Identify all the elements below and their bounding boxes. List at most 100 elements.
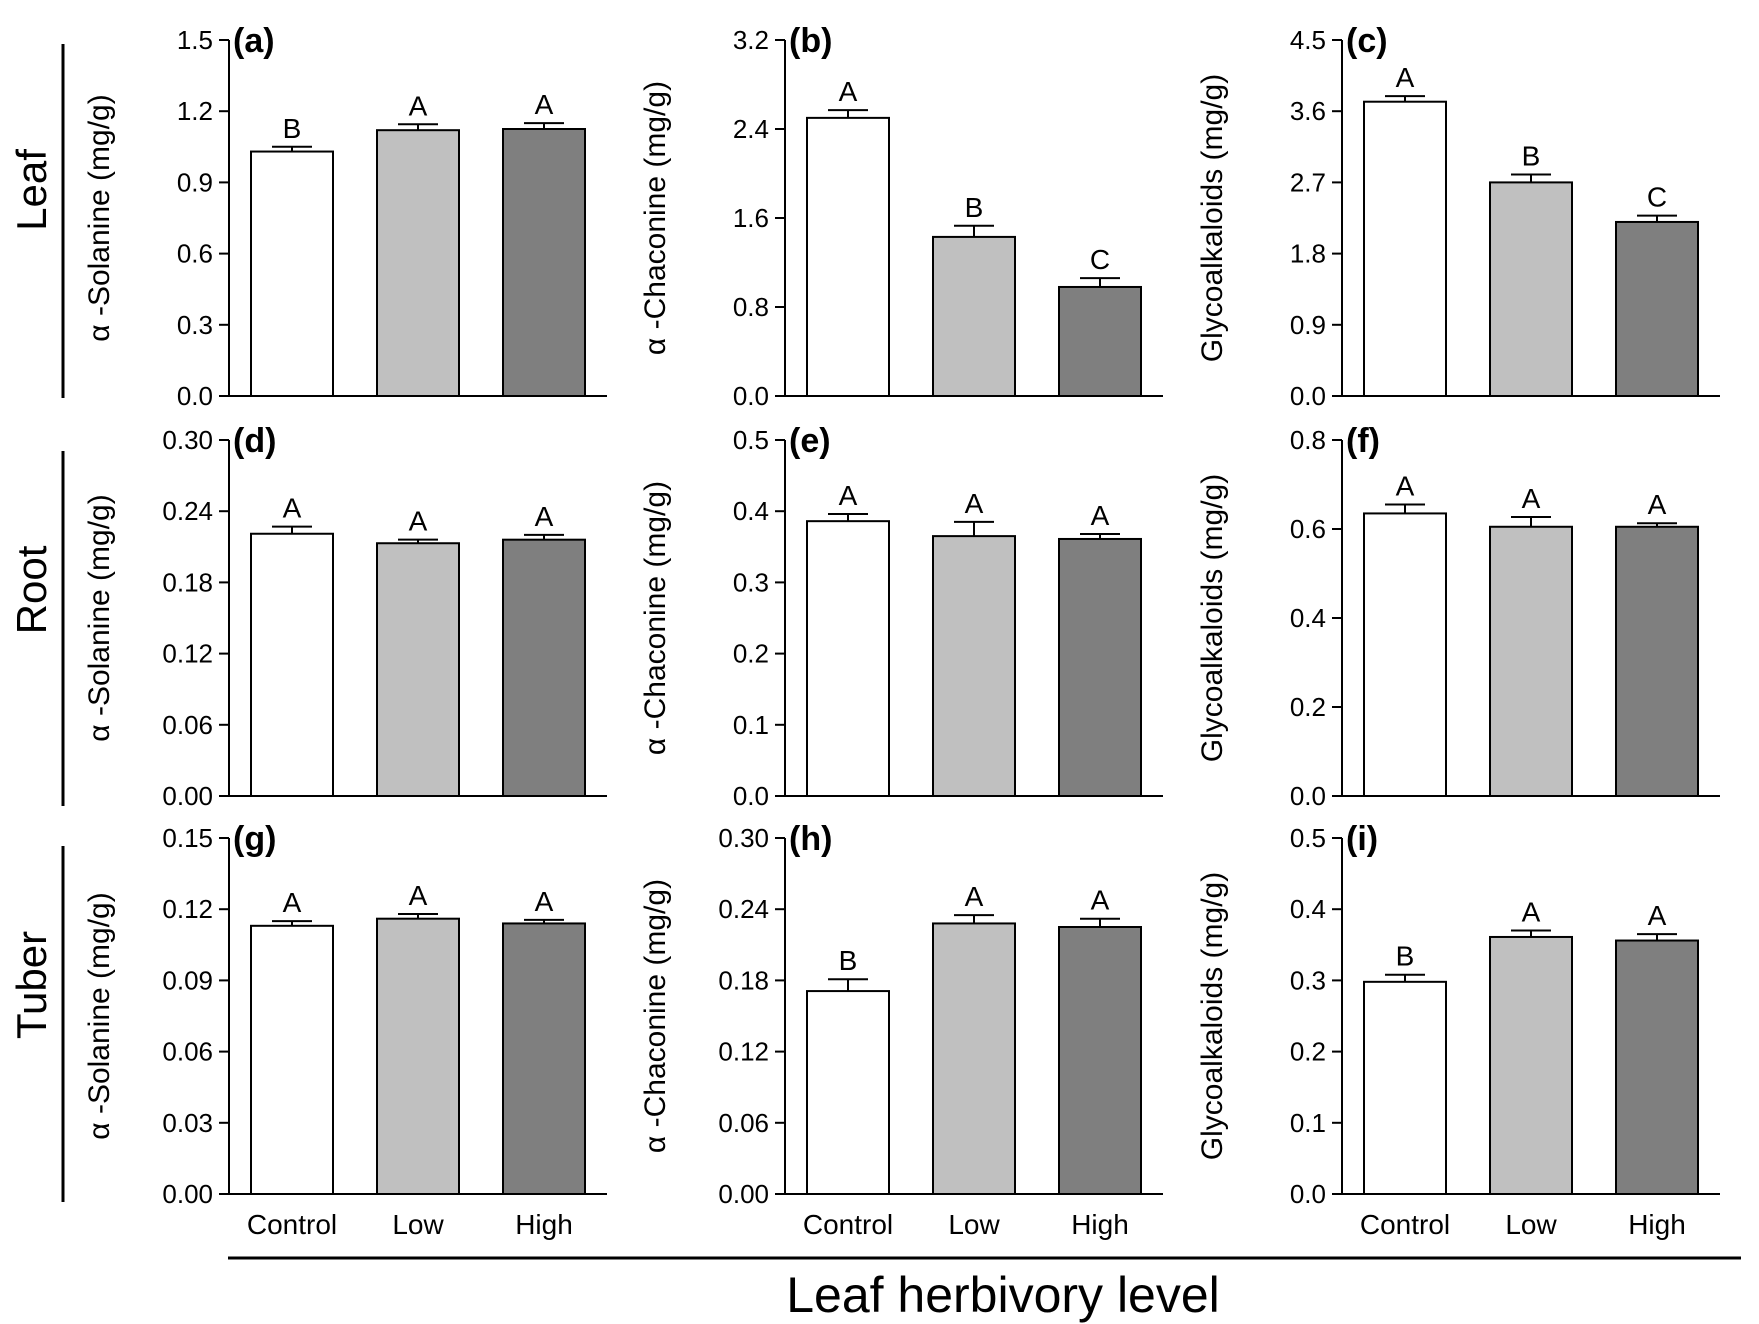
y-axis-title: α -Solanine (mg/g) <box>83 94 116 341</box>
y-tick-label: 0.30 <box>162 425 213 455</box>
y-axis-title: Glycoalkaloids (mg/g) <box>1196 74 1229 362</box>
bar-low <box>932 235 1016 397</box>
bar-high <box>1058 537 1142 798</box>
y-tick-label: 0.24 <box>718 894 769 924</box>
significance-label: A <box>839 76 858 107</box>
panel-f: 0.0 0.2 0.4 0.6 0.8 Glycoalkaloids (mg/g) (f) A… <box>1196 422 1720 811</box>
panel-label: (b) <box>789 22 832 60</box>
y-tick-label: 1.8 <box>1290 239 1326 269</box>
bar-low <box>1489 181 1573 397</box>
x-category-label: Low <box>948 1209 1000 1240</box>
bar-control <box>806 520 890 798</box>
row-label-tuber: Tuber <box>8 931 55 1039</box>
bar-low <box>1489 525 1573 798</box>
bar-high <box>502 538 586 797</box>
y-tick-label: 0.12 <box>162 639 213 669</box>
y-tick-label: 0.5 <box>1290 823 1326 853</box>
y-tick-label: 0.9 <box>177 167 213 197</box>
y-tick-label: 0.0 <box>733 781 769 811</box>
significance-label: B <box>1522 140 1541 171</box>
significance-label: A <box>409 506 428 537</box>
y-tick-label: 2.4 <box>733 114 769 144</box>
bar-low <box>1489 935 1573 1196</box>
bar-control <box>250 924 334 1196</box>
bar-control <box>806 990 890 1196</box>
panel-label: (f) <box>1346 422 1380 460</box>
bar-low <box>932 535 1016 797</box>
x-category-label: Low <box>392 1209 444 1240</box>
x-category-label: Low <box>1505 1209 1557 1240</box>
significance-label: B <box>283 113 302 144</box>
y-tick-label: 0.4 <box>1290 894 1326 924</box>
y-tick-label: 0.00 <box>162 1179 213 1209</box>
y-axis-title: α -Solanine (mg/g) <box>83 494 116 741</box>
bar-low <box>376 129 460 397</box>
y-axis-title: α -Chaconine (mg/g) <box>639 879 672 1153</box>
y-tick-label: 0.9 <box>1290 310 1326 340</box>
significance-label: A <box>1396 62 1415 93</box>
significance-label: A <box>283 493 302 524</box>
significance-label: B <box>1396 941 1415 972</box>
bar-high <box>1615 220 1699 397</box>
y-tick-label: 0.2 <box>1290 1037 1326 1067</box>
panel-label: (e) <box>789 422 831 460</box>
panel-label: (c) <box>1346 22 1388 60</box>
y-tick-label: 1.6 <box>733 203 769 233</box>
bar-control <box>250 150 334 397</box>
significance-label: A <box>409 880 428 911</box>
bar-control <box>1363 980 1447 1195</box>
significance-label: A <box>535 89 554 120</box>
panel-b: 0.0 0.8 1.6 2.4 3.2 α -Chaconine (mg/g) (b)A B C <box>639 22 1163 411</box>
y-tick-label: 0.3 <box>1290 965 1326 995</box>
y-tick-label: 0.3 <box>177 310 213 340</box>
significance-label: A <box>409 90 428 121</box>
x-category-label: Control <box>247 1209 337 1240</box>
significance-label: A <box>535 886 554 917</box>
bar-high <box>502 128 586 397</box>
bar-low <box>376 917 460 1196</box>
y-tick-label: 0.06 <box>162 1037 213 1067</box>
y-tick-label: 0.09 <box>162 965 213 995</box>
y-tick-label: 0.8 <box>1290 425 1326 455</box>
y-tick-label: 0.15 <box>162 823 213 853</box>
y-tick-label: 0.1 <box>1290 1108 1326 1138</box>
significance-label: A <box>1648 489 1667 520</box>
bar-control <box>250 532 334 797</box>
x-category-label: Control <box>1360 1209 1450 1240</box>
bar-high <box>502 922 586 1195</box>
bar-low <box>376 542 460 797</box>
y-tick-label: 0.06 <box>718 1108 769 1138</box>
bar-low <box>932 922 1016 1195</box>
y-tick-label: 0.2 <box>733 639 769 669</box>
bar-high <box>1058 285 1142 398</box>
significance-label: A <box>965 488 984 519</box>
significance-label: A <box>1522 483 1541 514</box>
y-axis-title: Glycoalkaloids (mg/g) <box>1196 872 1229 1160</box>
bar-control <box>1363 100 1447 397</box>
panel-e: 0.0 0.1 0.2 0.3 0.4 0.5 α -Chaconine (mg/g) (e)… <box>639 422 1163 811</box>
bar-high <box>1615 939 1699 1196</box>
y-tick-label: 0.6 <box>177 239 213 269</box>
y-tick-label: 1.5 <box>177 25 213 55</box>
significance-label: A <box>1091 500 1110 531</box>
y-axis-title: α -Solanine (mg/g) <box>83 892 116 1139</box>
y-tick-label: 4.5 <box>1290 25 1326 55</box>
panel-g: 0.00 0.03 0.06 0.09 0.12 0.15 α -Solanine (mg/… <box>83 820 607 1240</box>
panel-label: (i) <box>1346 820 1378 858</box>
y-tick-label: 0.24 <box>162 496 213 526</box>
panel-h: 0.00 0.06 0.12 0.18 0.24 0.30 α -Chaconine (mg… <box>639 820 1163 1240</box>
y-axis-title: α -Chaconine (mg/g) <box>639 481 672 755</box>
significance-label: A <box>1396 471 1415 502</box>
y-tick-label: 0.6 <box>1290 514 1326 544</box>
bar-high <box>1058 926 1142 1195</box>
y-tick-label: 0.30 <box>718 823 769 853</box>
global-xlabel: Leaf herbivory level <box>786 1267 1220 1323</box>
row-label-leaf: Leaf <box>8 149 55 231</box>
panel-d: 0.00 0.06 0.12 0.18 0.24 0.30 α -Solanine (mg/… <box>83 422 607 811</box>
y-tick-label: 0.0 <box>1290 1179 1326 1209</box>
x-category-label: High <box>1628 1209 1686 1240</box>
y-axis-title: Glycoalkaloids (mg/g) <box>1196 474 1229 762</box>
significance-label: A <box>1648 900 1667 931</box>
y-tick-label: 0.06 <box>162 710 213 740</box>
